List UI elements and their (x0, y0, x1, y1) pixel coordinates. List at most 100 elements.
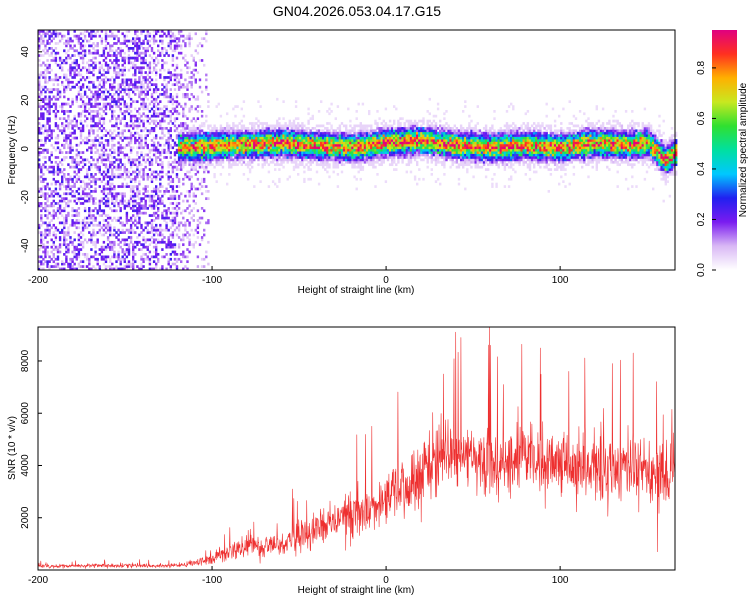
heatmap-cell (292, 153, 296, 157)
heatmap-cell (40, 54, 43, 57)
heatmap-cell (317, 148, 321, 152)
heatmap-cell (209, 156, 212, 159)
heatmap-cell (77, 114, 81, 118)
heatmap-cell (106, 236, 110, 239)
heatmap-cell (113, 253, 116, 256)
heatmap-cell (61, 231, 64, 234)
heatmap-cell (182, 223, 185, 227)
heatmap-cell (349, 148, 352, 152)
heatmap-cell (173, 117, 177, 121)
heatmap-cell (328, 112, 331, 116)
heatmap-cell (121, 131, 124, 135)
heatmap-cell (115, 236, 118, 239)
heatmap-cell (86, 61, 89, 65)
heatmap-cell (150, 148, 154, 152)
heatmap-cell (223, 131, 227, 135)
heatmap-cell (200, 114, 204, 118)
heatmap-cell (148, 262, 152, 266)
heatmap-cell (63, 88, 66, 91)
heatmap-cell (157, 197, 160, 201)
heatmap-cell (255, 139, 258, 142)
heatmap-cell (190, 148, 193, 152)
heatmap-cell (140, 139, 143, 142)
heatmap-cell (100, 95, 104, 99)
heatmap-cell (152, 112, 156, 116)
heatmap-cell (301, 143, 304, 147)
heatmap-cell (71, 119, 74, 123)
heatmap-cell (173, 83, 177, 87)
heatmap-cell (132, 90, 135, 94)
heatmap-cell (119, 260, 122, 264)
heatmap-cell (102, 90, 106, 94)
heatmap-cell (228, 129, 231, 133)
heatmap-cell (155, 105, 158, 108)
heatmap-cell (144, 190, 147, 193)
heatmap-cell (61, 131, 64, 135)
heatmap-cell (190, 158, 193, 162)
heatmap-cell (77, 262, 81, 266)
heatmap-cell (79, 197, 83, 201)
heatmap-cell (342, 148, 346, 152)
heatmap-cell (104, 105, 108, 108)
heatmap-cell (96, 134, 99, 137)
heatmap-cell (117, 173, 120, 176)
heatmap-cell (169, 153, 172, 157)
heatmap-cell (286, 160, 289, 164)
heatmap-cell (140, 197, 143, 201)
heatmap-cell (50, 219, 53, 222)
heatmap-cell (223, 129, 227, 133)
heatmap-cell (106, 204, 110, 208)
heatmap-cell (121, 250, 124, 254)
heatmap-cell (136, 117, 139, 121)
heatmap-cell (65, 44, 68, 48)
heatmap-cell (299, 143, 302, 147)
heatmap-cell (119, 119, 122, 123)
heatmap-cell (213, 156, 216, 159)
heatmap-cell (242, 148, 246, 152)
heatmap-cell (257, 143, 260, 147)
heatmap-cell (119, 42, 122, 45)
heatmap-cell (307, 168, 310, 171)
heatmap-cell (215, 139, 218, 142)
heatmap-cell (194, 127, 197, 130)
heatmap-cell (54, 192, 58, 196)
heatmap-cell (161, 175, 164, 179)
heatmap-cell (194, 228, 197, 232)
heatmap-cell (44, 207, 47, 210)
heatmap-cell (96, 148, 99, 152)
heatmap-cell (238, 153, 241, 157)
heatmap-cell (361, 151, 365, 154)
heatmap-cell (198, 158, 202, 162)
heatmap-cell (98, 66, 101, 70)
heatmap-cell (297, 134, 300, 137)
heatmap-cell (294, 134, 298, 137)
heatmap-cell (67, 214, 70, 217)
heatmap-cell (73, 209, 76, 213)
heatmap-cell (63, 61, 66, 65)
heatmap-cell (63, 59, 66, 62)
heatmap-cell (155, 119, 158, 123)
heatmap-cell (104, 173, 108, 176)
heatmap-cell (65, 124, 68, 128)
heatmap-cell (388, 153, 392, 157)
heatmap-cell (67, 49, 70, 53)
heatmap-cell (86, 148, 89, 152)
heatmap-cell (336, 105, 340, 108)
heatmap-cell (230, 148, 233, 152)
heatmap-cell (255, 148, 258, 152)
heatmap-cell (357, 153, 360, 157)
heatmap-cell (163, 93, 166, 96)
heatmap-cell (83, 175, 87, 179)
heatmap-cell (73, 54, 76, 57)
heatmap-cell (140, 90, 143, 94)
heatmap-cell (81, 44, 85, 48)
heatmap-cell (40, 30, 43, 33)
heatmap-cell (192, 141, 195, 145)
heatmap-cell (284, 131, 287, 135)
heatmap-cell (117, 88, 120, 91)
heatmap-cell (148, 44, 152, 48)
heatmap-cell (363, 146, 367, 150)
heatmap-cell (138, 182, 141, 186)
heatmap-cell (46, 240, 49, 244)
heatmap-cell (278, 134, 281, 137)
